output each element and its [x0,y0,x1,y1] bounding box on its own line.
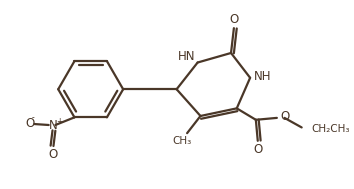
Text: CH₃: CH₃ [173,136,192,146]
Text: N: N [49,119,58,132]
Text: O: O [253,143,262,156]
Text: NH: NH [254,70,271,83]
Text: O: O [229,13,239,26]
Text: -: - [32,113,35,122]
Text: CH₂CH₃: CH₂CH₃ [311,124,350,134]
Text: HN: HN [178,50,196,63]
Text: O: O [48,148,57,161]
Text: +: + [56,117,62,126]
Text: O: O [281,110,290,123]
Text: O: O [25,117,34,130]
